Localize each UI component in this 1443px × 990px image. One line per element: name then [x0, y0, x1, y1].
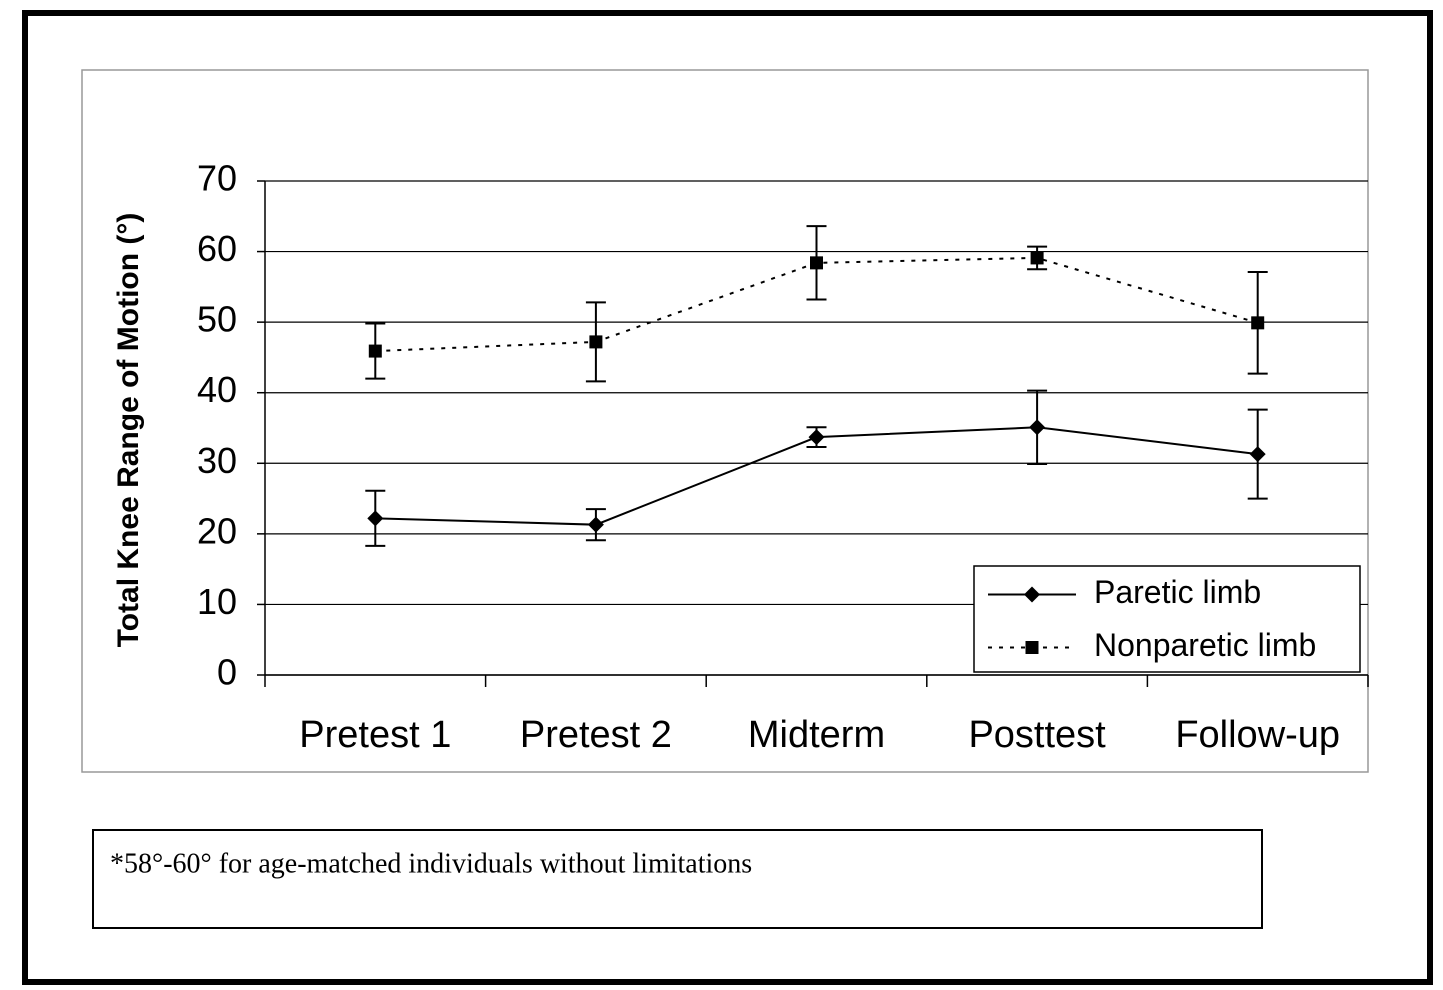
- y-tick-label: 40: [197, 369, 237, 410]
- marker: [810, 256, 823, 270]
- marker: [368, 344, 382, 358]
- y-tick-label: 60: [197, 228, 237, 269]
- y-tick-label: 70: [197, 158, 237, 199]
- chart-area: [81, 69, 1369, 773]
- legend-box: [973, 565, 1361, 673]
- y-tick-label: 0: [217, 652, 237, 693]
- legend-marker: [1025, 641, 1039, 654]
- marker: [808, 429, 825, 446]
- legend-label: Paretic limb: [1094, 574, 1261, 610]
- legend-marker: [1024, 586, 1040, 603]
- marker: [587, 516, 604, 533]
- y-tick-label: 30: [197, 440, 237, 481]
- marker: [589, 335, 603, 349]
- marker: [367, 510, 384, 527]
- x-tick-label: Follow-up: [1175, 714, 1340, 756]
- y-axis-label: Total Knee Range of Motion (°): [112, 213, 145, 648]
- marker: [1030, 251, 1044, 265]
- x-tick-label: Pretest 1: [299, 714, 451, 756]
- y-tick-label: 50: [197, 299, 237, 340]
- annotation: *58°-60° for age-matched individuals wit…: [110, 848, 752, 879]
- outer-frame: [22, 10, 1433, 985]
- annotation-box: [92, 829, 1263, 929]
- y-tick-label: 10: [197, 581, 237, 622]
- x-tick-label: Midterm: [748, 714, 885, 756]
- x-tick-label: Pretest 2: [520, 714, 672, 756]
- marker: [1249, 446, 1266, 463]
- marker: [1251, 316, 1265, 330]
- x-tick-label: Posttest: [968, 714, 1106, 756]
- y-tick-label: 20: [197, 510, 237, 551]
- legend-label: Nonparetic limb: [1094, 627, 1316, 663]
- marker: [1029, 419, 1046, 436]
